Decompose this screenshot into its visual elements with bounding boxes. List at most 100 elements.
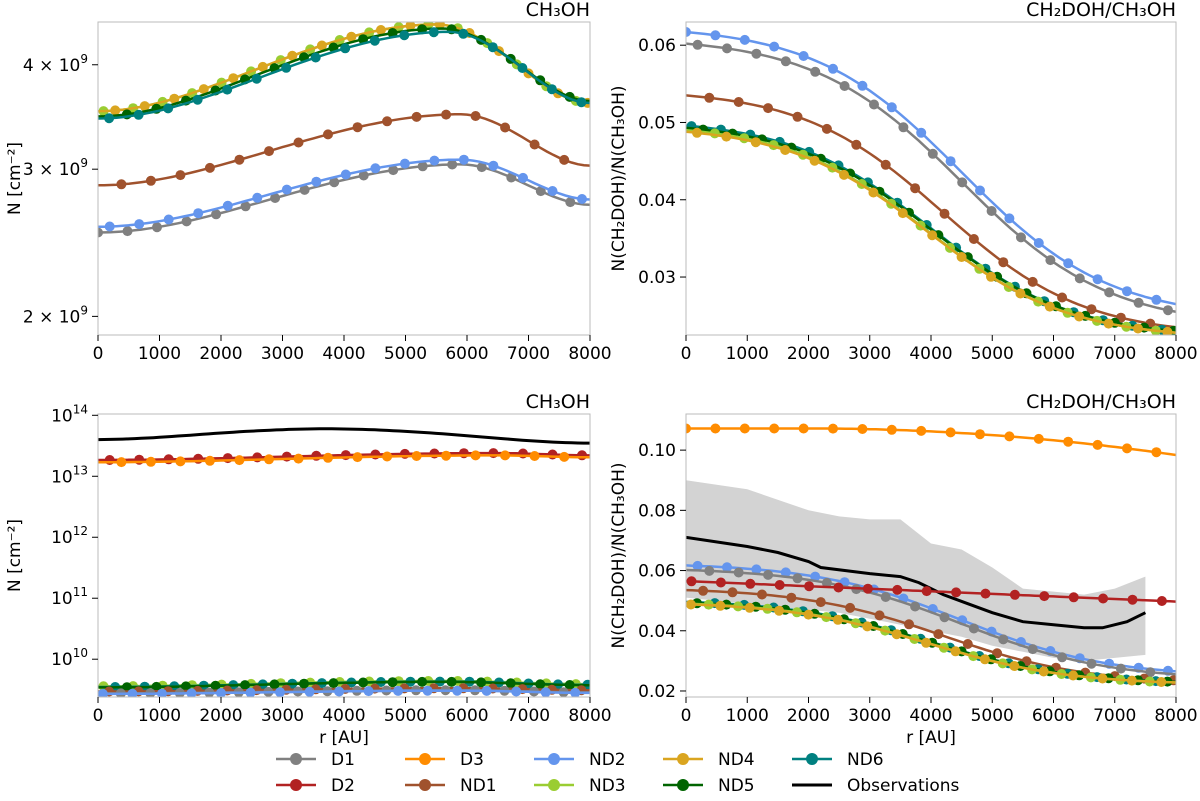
x-tick-label: 1000 <box>138 344 181 364</box>
series-nd5-marker <box>417 676 428 687</box>
series-d1-marker <box>704 565 715 576</box>
series-nd1-marker <box>116 179 127 190</box>
series-nd1-marker <box>727 587 738 598</box>
series-nd4-marker <box>774 605 785 616</box>
series-nd6-marker <box>458 28 469 39</box>
series-nd2-marker <box>975 185 985 196</box>
y-axis-label: N [cm⁻²] <box>5 142 25 215</box>
series-nd4-marker <box>921 637 932 648</box>
x-tick-label: 8000 <box>568 706 611 726</box>
series-d2-marker <box>892 584 903 595</box>
series-d2-marker <box>1156 596 1167 606</box>
series-nd4-marker <box>862 621 873 632</box>
series-d1-marker <box>565 197 576 208</box>
y-tick-label: 0.02 <box>638 682 676 702</box>
series-nd2-marker <box>311 176 322 187</box>
series-nd2-marker <box>577 194 587 204</box>
series-nd2-marker <box>275 687 285 697</box>
series-nd4-marker <box>405 22 416 31</box>
series-nd2-marker <box>393 685 404 696</box>
legend-item-d3: D3 <box>405 750 484 770</box>
series-nd1-marker <box>264 146 274 157</box>
series-nd4-marker <box>110 105 121 116</box>
series-d1-marker <box>358 170 369 181</box>
series-nd2-marker <box>370 163 381 174</box>
observations-range-band <box>686 480 1146 661</box>
series-nd2-marker <box>304 686 315 697</box>
legend-item-d1: D1 <box>276 750 355 770</box>
series-d1-marker <box>1027 644 1038 655</box>
y-tick-label: 0.03 <box>638 268 676 288</box>
series-d3-marker <box>1122 443 1132 454</box>
series-nd6-marker <box>163 103 174 114</box>
series-nd2-marker <box>1122 286 1132 297</box>
x-tick-label: 2000 <box>787 706 830 726</box>
y-tick-label: 1010 <box>51 646 88 670</box>
series-nd2-marker <box>511 686 522 697</box>
series-nd1-marker <box>910 183 921 194</box>
series-nd6-marker <box>576 97 587 108</box>
series-nd1-marker <box>698 585 709 596</box>
series-d1-marker <box>968 623 979 634</box>
legend-label: Observations <box>847 776 960 796</box>
x-tick-label: 2000 <box>199 706 242 726</box>
series-d1-marker <box>722 43 732 54</box>
series-nd6-marker <box>222 84 233 95</box>
legend-label: D1 <box>331 750 355 770</box>
series-d3-marker <box>145 456 156 467</box>
series-nd2-marker <box>488 160 499 171</box>
series-d1-marker <box>792 573 803 584</box>
x-tick-label: 5000 <box>971 344 1014 364</box>
x-tick-label: 0 <box>681 344 692 364</box>
series-nd2-marker <box>798 51 809 61</box>
series-d2-marker <box>745 578 756 589</box>
series-d1-marker <box>839 81 850 91</box>
plot-area <box>686 27 1176 335</box>
series-nd2-marker <box>828 63 838 74</box>
series-nd2-marker <box>216 688 226 697</box>
x-tick-label: 6000 <box>1032 344 1075 364</box>
series-nd2-marker <box>340 169 351 180</box>
y-tick-label: 1012 <box>51 524 88 548</box>
series-d3-marker <box>769 423 780 434</box>
series-d3-marker <box>1063 436 1074 447</box>
x-tick-label: 8000 <box>568 344 611 364</box>
series-nd6-marker <box>428 27 439 38</box>
series-nd2-marker <box>540 687 551 697</box>
x-tick-label: 4000 <box>909 344 952 364</box>
series-nd1-marker <box>352 122 363 133</box>
series-nd4-marker <box>169 93 180 104</box>
series-nd5-marker <box>476 677 487 688</box>
x-tick-label: 0 <box>93 344 104 364</box>
y-tick-label: 1014 <box>51 402 88 426</box>
series-nd4-marker <box>1103 318 1114 329</box>
series-nd1-marker <box>529 139 540 150</box>
series-d3-marker <box>529 451 540 461</box>
series-nd2-marker <box>98 688 108 697</box>
y-tick-label: 0.04 <box>638 191 676 211</box>
y-tick-label: 0.04 <box>638 622 676 642</box>
series-d2-marker <box>715 577 726 588</box>
series-nd2-marker <box>1151 294 1162 305</box>
series-nd2-marker <box>886 102 897 113</box>
series-d1-marker <box>939 612 950 623</box>
series-d2-marker <box>686 576 697 587</box>
series-d1-marker <box>998 634 1009 645</box>
legend-item-nd4: ND4 <box>663 750 755 770</box>
series-nd4-marker <box>1162 326 1173 335</box>
series-d1-marker <box>880 592 891 602</box>
series-d3-marker <box>382 451 393 462</box>
x-tick-label: 8000 <box>1154 706 1197 726</box>
series-d3-marker <box>264 454 274 465</box>
series-nd5-marker <box>240 680 250 691</box>
series-nd1-marker <box>411 111 422 122</box>
series-nd2-marker <box>481 685 492 696</box>
x-tick-label: 6000 <box>445 706 488 726</box>
series-nd4-marker <box>1068 670 1079 681</box>
series-d1-marker <box>240 201 251 212</box>
series-nd2-marker <box>134 219 145 230</box>
series-nd1-marker <box>500 122 511 133</box>
series-d3-marker <box>857 424 868 434</box>
legend-item-observations: Observations <box>792 776 960 796</box>
